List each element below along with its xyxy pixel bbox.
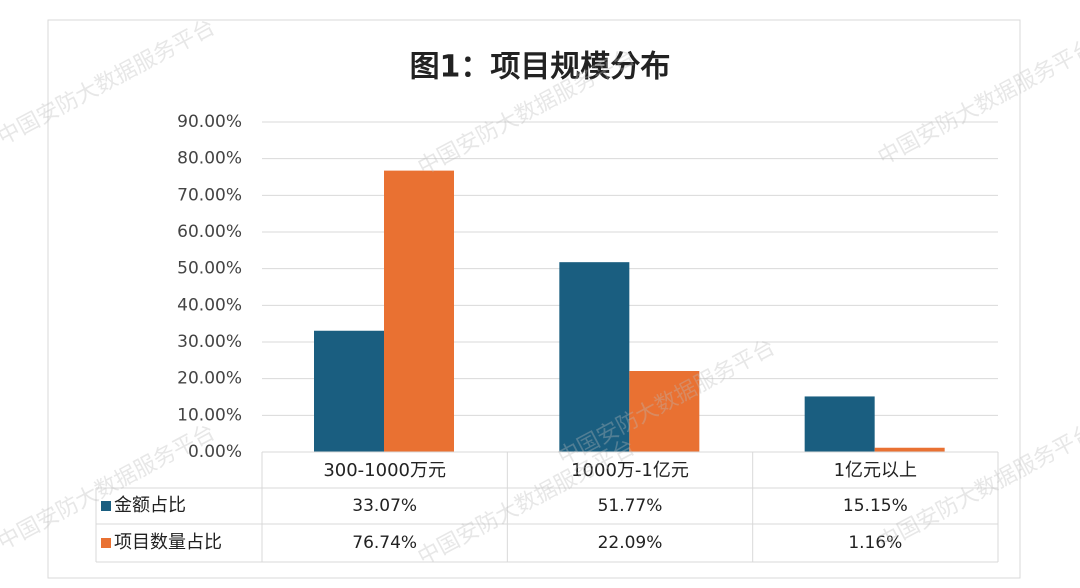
bar bbox=[559, 262, 630, 452]
table-value: 76.74% bbox=[352, 533, 417, 553]
y-tick-label: 50.00% bbox=[177, 259, 242, 279]
x-tick-label: 300-1000万元 bbox=[323, 460, 446, 481]
legend-marker bbox=[101, 538, 111, 548]
bar bbox=[629, 371, 700, 452]
legend-marker bbox=[101, 501, 111, 511]
bar bbox=[314, 330, 384, 452]
chart-frame bbox=[47, 19, 1021, 579]
table-value: 33.07% bbox=[352, 496, 417, 516]
table-value: 15.15% bbox=[843, 496, 908, 516]
y-tick-label: 30.00% bbox=[177, 332, 242, 352]
x-tick-label: 1000万-1亿元 bbox=[571, 460, 689, 481]
y-tick-label: 0.00% bbox=[188, 442, 242, 462]
y-tick-label: 10.00% bbox=[177, 405, 242, 425]
y-tick-label: 70.00% bbox=[177, 185, 242, 205]
table-value: 22.09% bbox=[598, 533, 663, 553]
y-tick-label: 90.00% bbox=[177, 112, 242, 132]
y-tick-label: 40.00% bbox=[177, 295, 242, 315]
chart-title: 图1：项目规模分布 bbox=[410, 50, 671, 85]
legend-label: 金额占比 bbox=[114, 495, 186, 516]
y-tick-label: 60.00% bbox=[177, 222, 242, 242]
bar bbox=[384, 170, 454, 452]
legend-label: 项目数量占比 bbox=[114, 532, 222, 553]
table-value: 1.16% bbox=[848, 533, 902, 553]
y-tick-label: 80.00% bbox=[177, 149, 242, 169]
x-tick-label: 1亿元以上 bbox=[834, 460, 917, 481]
bar bbox=[804, 396, 875, 452]
y-tick-label: 20.00% bbox=[177, 369, 242, 389]
bar bbox=[874, 447, 945, 452]
table-value: 51.77% bbox=[598, 496, 663, 516]
